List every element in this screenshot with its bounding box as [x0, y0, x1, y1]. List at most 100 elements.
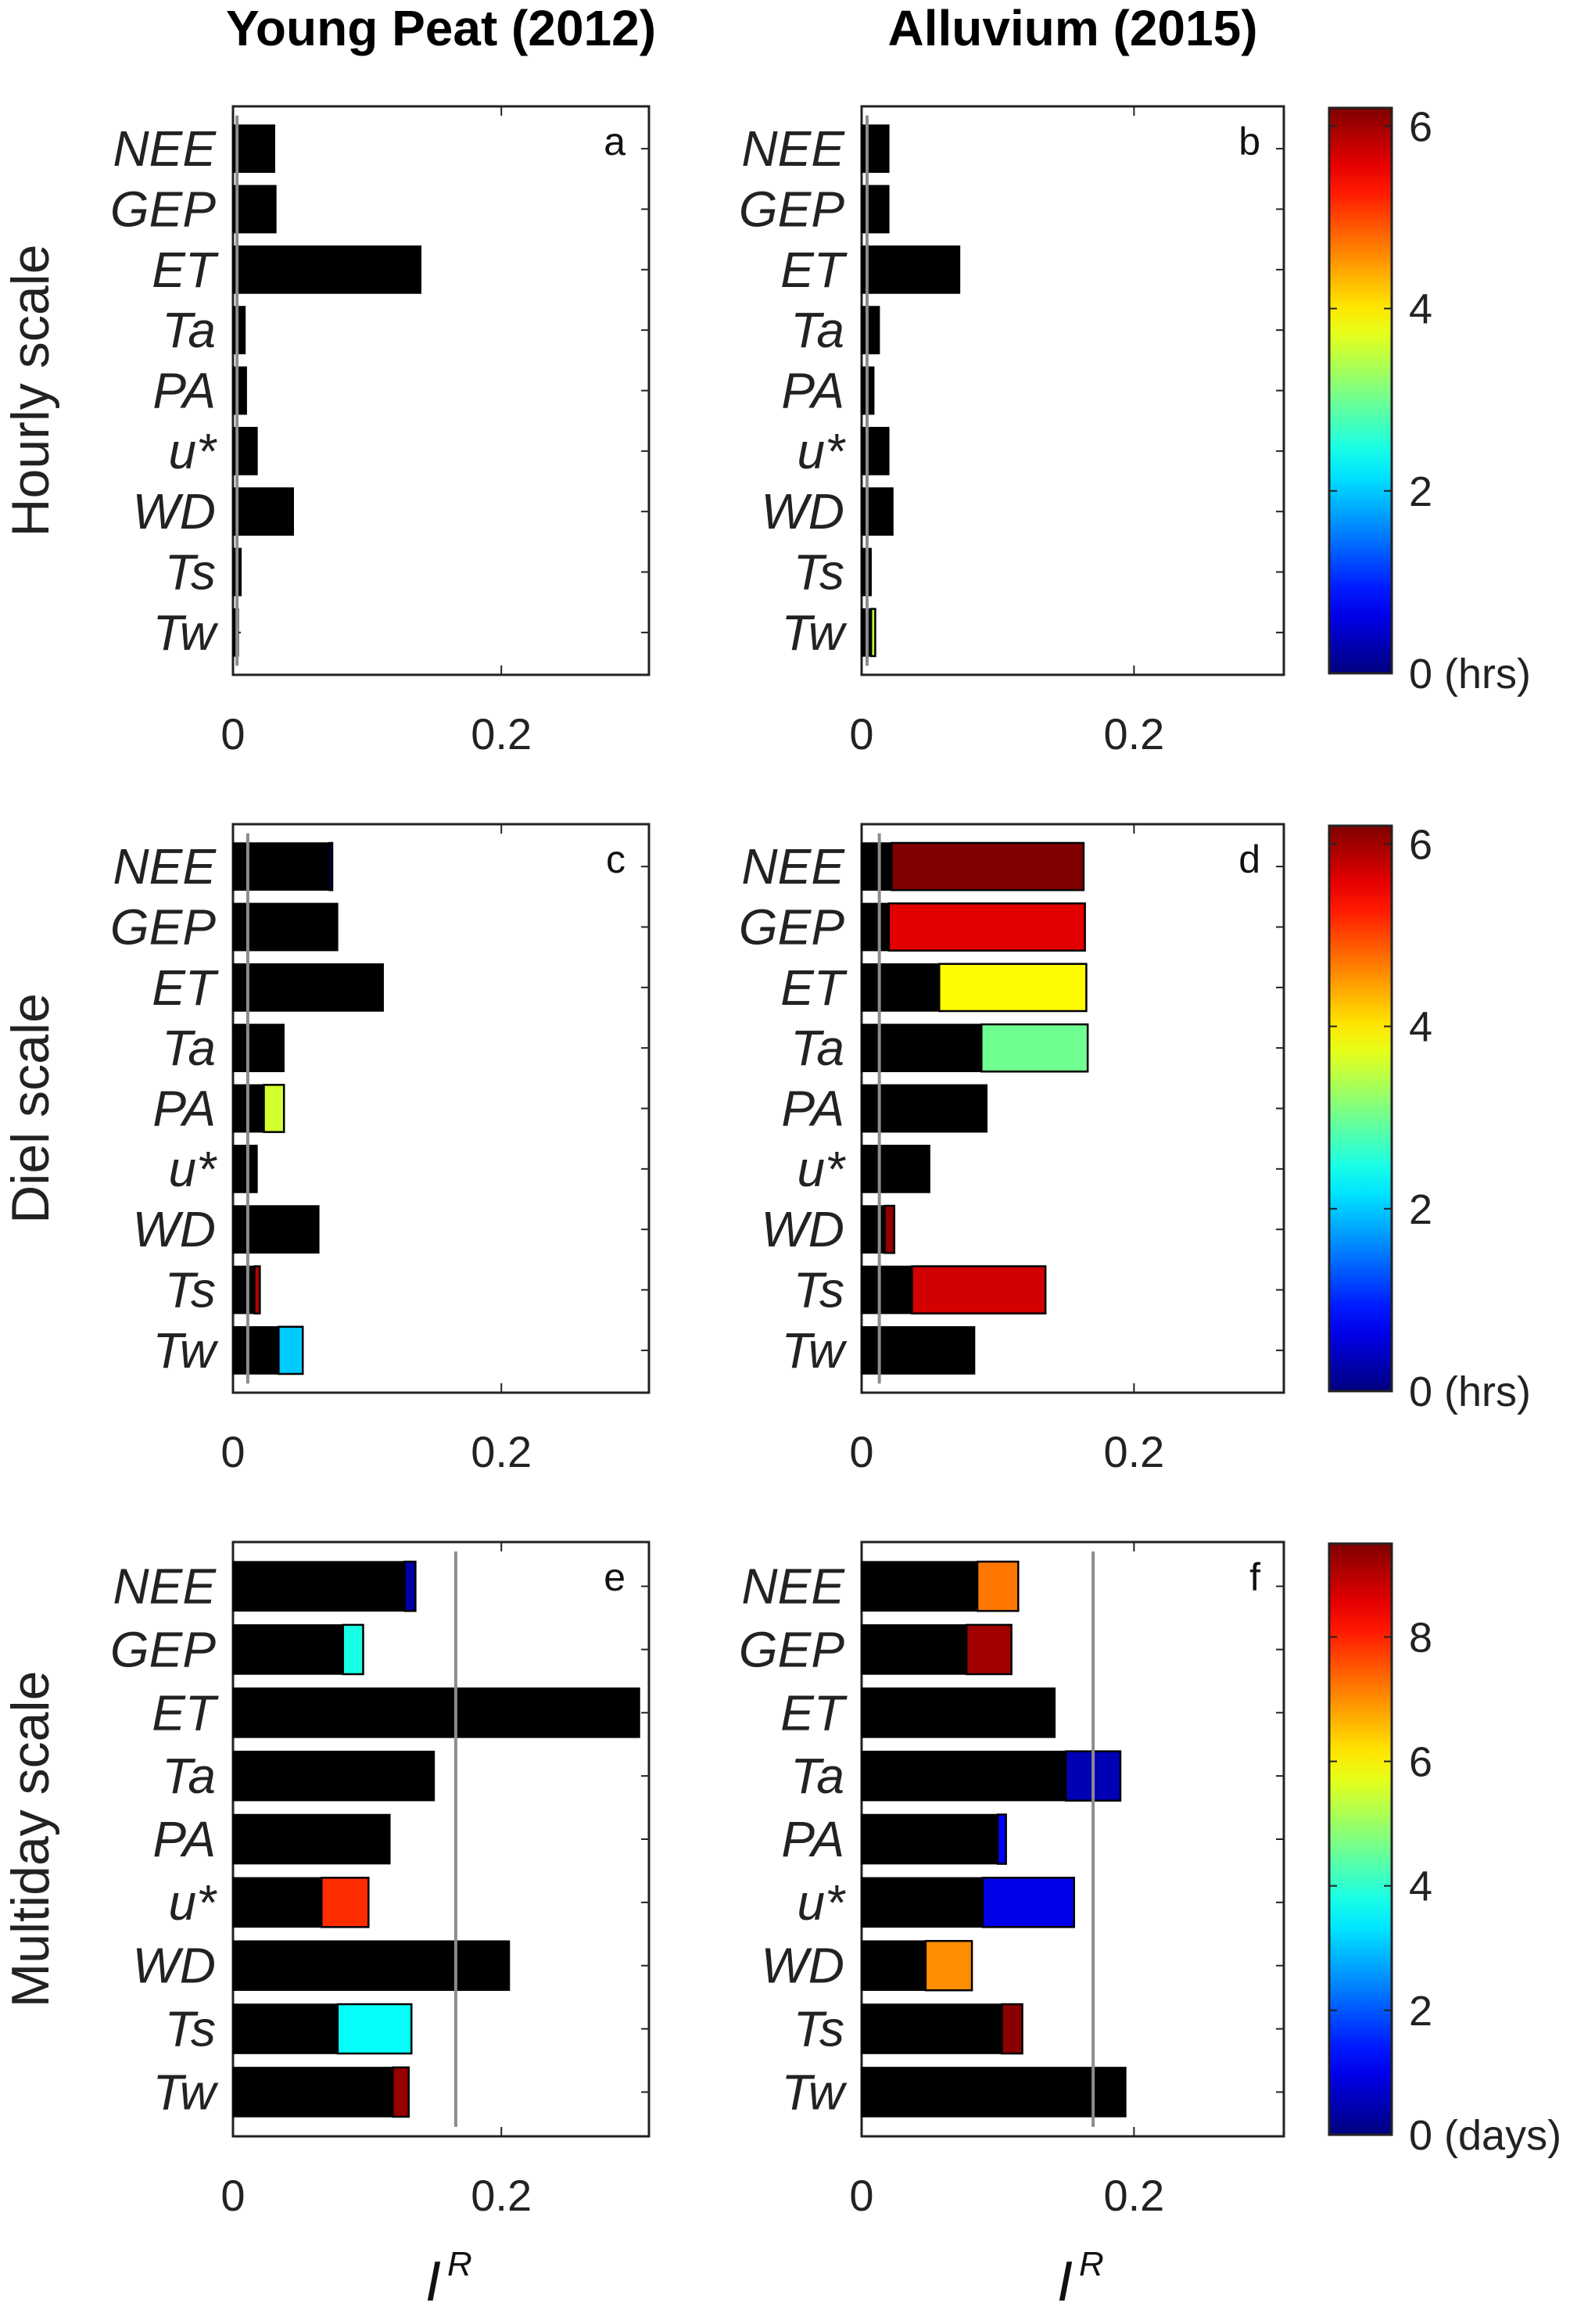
bar-lagged-segment — [924, 1939, 973, 1992]
colorbar-tick-label: 2 — [1409, 1988, 1432, 2035]
bar-base-segment — [232, 124, 275, 174]
bar-base-segment — [232, 1624, 344, 1675]
bar-base-segment — [861, 1877, 984, 1928]
x-tick-label: 0.2 — [471, 2171, 532, 2220]
colorbar-gradient — [1328, 824, 1393, 1393]
category-label: GEP — [739, 181, 844, 237]
bar-lagged-segment — [981, 1877, 1075, 1928]
colorbar-tick-label: 4 — [1409, 1004, 1432, 1051]
category-label: PA — [152, 1811, 216, 1867]
bar-base-segment — [232, 487, 294, 536]
x-tick-label: 0 — [849, 709, 873, 759]
colorbar-tick-label: 0 (hrs) — [1409, 651, 1531, 698]
bar-base-segment — [861, 1265, 913, 1314]
colorbars: 0 (hrs) 2 4 6 0 (hrs) 2 4 6 0 (days) 2 4 6 8 — [1328, 103, 1561, 2159]
bar-base-segment — [232, 1813, 391, 1865]
category-label: Ts — [165, 544, 216, 601]
colorbar-tick-label: 0 (hrs) — [1409, 1368, 1531, 1415]
category-label: ET — [780, 242, 848, 298]
x-tick-label: 0.2 — [471, 709, 532, 759]
colorbar-tick-label: 6 — [1409, 103, 1432, 150]
category-label: u* — [169, 1874, 218, 1931]
panel-letter: f — [1249, 1555, 1260, 1599]
panel-e: NEE GEP ET Ta PA u* WD Ts Tw 0 0.2 e — [110, 1540, 651, 2220]
bar-base-segment — [232, 306, 246, 355]
bar-base-segment — [232, 1687, 640, 1738]
bar-lagged-segment — [391, 2066, 410, 2118]
row-title: Hourly scale — [1, 244, 60, 536]
category-label: NEE — [113, 1558, 217, 1615]
category-label: Ta — [162, 302, 216, 358]
bar-lagged-segment — [938, 963, 1088, 1013]
colorbar: 0 (days) 2 4 6 8 — [1328, 1542, 1561, 2159]
bar-base-segment — [232, 963, 384, 1012]
bar-base-segment — [861, 963, 941, 1012]
bar-base-segment — [861, 306, 880, 355]
column-title: Alluvium (2015) — [887, 0, 1257, 56]
x-tick-label: 0 — [220, 1427, 245, 1476]
bar-base-segment — [232, 185, 277, 234]
x-tick-label: 0.2 — [1103, 709, 1164, 759]
category-label: Ts — [794, 2001, 844, 2057]
category-label: GEP — [110, 1621, 216, 1677]
category-label: NEE — [741, 120, 845, 177]
colorbar-tick-label: 4 — [1409, 1863, 1432, 1910]
row-title: Diel scale — [1, 993, 60, 1224]
colorbar-tick-label: 8 — [1409, 1614, 1432, 1661]
category-label: GEP — [739, 898, 844, 955]
category-label: Ts — [165, 2001, 216, 2057]
x-axis-label-superscript: R — [1079, 2245, 1104, 2283]
bar-base-segment — [232, 1877, 323, 1928]
bar-lagged-segment — [869, 608, 876, 658]
bar-base-segment — [232, 1205, 320, 1254]
category-label: u* — [798, 1141, 847, 1197]
bar-base-segment — [861, 1687, 1056, 1738]
category-label: Ta — [790, 302, 844, 358]
category-label: NEE — [113, 120, 217, 177]
category-label: Tw — [152, 1322, 218, 1379]
category-label: Ta — [790, 1748, 844, 1804]
colorbar: 0 (hrs) 2 4 6 — [1328, 821, 1531, 1415]
category-label: WD — [761, 1938, 844, 1994]
colorbar-tick-label: 0 (days) — [1409, 2112, 1561, 2159]
bar-lagged-segment — [911, 1265, 1047, 1314]
colorbar-tick-label: 4 — [1409, 286, 1432, 333]
bar-base-segment — [232, 2067, 393, 2118]
bar-base-segment — [861, 902, 890, 952]
category-label: u* — [169, 423, 218, 479]
category-label: ET — [780, 1684, 848, 1741]
category-label: NEE — [741, 838, 845, 895]
category-label: u* — [169, 1141, 218, 1197]
category-label: PA — [152, 363, 216, 419]
category-label: PA — [781, 1811, 844, 1867]
x-axis-label-superscript: R — [447, 2245, 472, 2283]
category-label: WD — [761, 1201, 844, 1257]
bar-base-segment — [232, 1325, 280, 1375]
bar-lagged-segment — [980, 1023, 1089, 1073]
category-label: GEP — [110, 898, 216, 955]
bar-base-segment — [232, 2003, 339, 2054]
category-label: Ts — [165, 1262, 216, 1318]
colorbar-tick-label: 6 — [1409, 1739, 1432, 1786]
titles: Young Peat (2012) Alluvium (2015) Hourly s… — [1, 0, 1258, 2313]
panel-letter: b — [1238, 120, 1260, 163]
bar-lagged-segment — [996, 1813, 1007, 1865]
bar-base-segment — [861, 2003, 1003, 2054]
category-label: PA — [152, 1081, 216, 1137]
category-label: Tw — [781, 604, 847, 661]
bar-base-segment — [232, 1265, 256, 1314]
category-label: Tw — [152, 2064, 218, 2120]
category-label: ET — [780, 959, 848, 1016]
bar-lagged-segment — [891, 841, 1085, 891]
category-label: GEP — [110, 181, 216, 237]
x-tick-label: 0 — [220, 2171, 245, 2220]
bar-lagged-segment — [342, 1623, 364, 1676]
category-label: Ta — [790, 1020, 844, 1076]
x-tick-label: 0.2 — [471, 1427, 532, 1476]
bar-lagged-segment — [278, 1325, 304, 1375]
category-label: PA — [781, 1081, 844, 1137]
bar-base-segment — [232, 245, 422, 294]
